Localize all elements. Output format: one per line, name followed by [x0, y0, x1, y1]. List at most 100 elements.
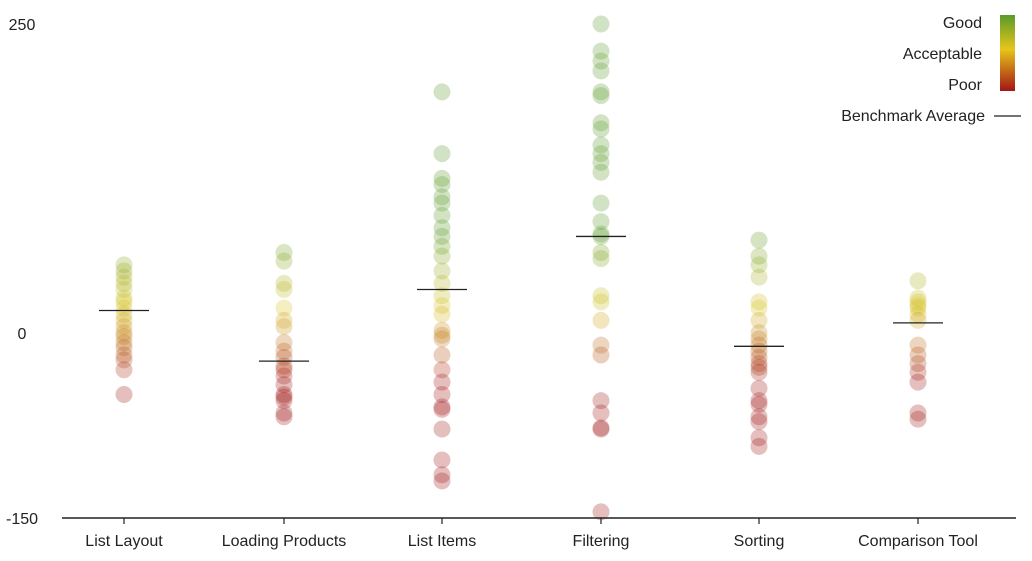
y-tick-label: 250	[9, 17, 36, 34]
legend-acceptable-label: Acceptable	[903, 46, 982, 63]
data-point	[750, 336, 768, 354]
data-point	[275, 318, 293, 336]
data-point	[433, 321, 451, 339]
data-point	[592, 346, 610, 364]
data-point	[592, 392, 610, 410]
data-point	[433, 176, 451, 194]
data-point	[275, 408, 293, 426]
data-point	[750, 395, 768, 413]
legend-color-scale	[1000, 15, 1015, 91]
data-point	[433, 398, 451, 416]
data-point	[592, 83, 610, 101]
data-point	[750, 268, 768, 286]
data-point	[592, 420, 610, 438]
data-point	[275, 334, 293, 352]
data-point	[115, 268, 133, 286]
data-point	[115, 351, 133, 369]
data-point	[433, 451, 451, 469]
data-point	[592, 243, 610, 261]
data-point	[750, 408, 768, 426]
data-point	[275, 281, 293, 299]
data-point	[115, 256, 133, 274]
data-point	[433, 400, 451, 418]
data-point	[750, 363, 768, 381]
data-point	[433, 262, 451, 280]
data-point	[115, 346, 133, 364]
data-point	[592, 293, 610, 311]
data-point	[115, 311, 133, 329]
data-point	[433, 330, 451, 348]
data-point	[592, 120, 610, 138]
data-point	[909, 311, 927, 329]
data-point	[433, 247, 451, 265]
data-point	[750, 330, 768, 348]
data-point	[115, 274, 133, 292]
x-tick-label: Filtering	[573, 533, 630, 550]
data-point	[433, 274, 451, 292]
x-axis-ticks: List Layout Loading Products List Items Fil…	[85, 518, 978, 550]
data-point	[909, 305, 927, 323]
data-point	[275, 311, 293, 329]
data-point	[433, 219, 451, 237]
data-point	[592, 213, 610, 231]
data-point	[433, 169, 451, 187]
data-point	[433, 373, 451, 391]
data-point	[592, 15, 610, 33]
legend-good-label: Good	[943, 15, 982, 32]
x-tick-label: Comparison Tool	[858, 533, 978, 550]
data-point	[750, 379, 768, 397]
data-point	[909, 363, 927, 381]
data-point	[592, 153, 610, 171]
data-point	[592, 419, 610, 437]
data-point	[592, 114, 610, 132]
data-point	[750, 293, 768, 311]
data-point	[909, 299, 927, 317]
data-point	[592, 336, 610, 354]
data-point	[592, 404, 610, 422]
data-point	[750, 299, 768, 317]
y-tick-label: -150	[6, 511, 38, 528]
data-point	[592, 52, 610, 70]
data-point	[592, 503, 610, 521]
data-point	[433, 194, 451, 212]
data-point	[115, 324, 133, 342]
data-point	[909, 355, 927, 373]
data-point	[750, 342, 768, 360]
data-point	[909, 336, 927, 354]
x-tick-label: List Items	[408, 533, 476, 550]
data-point	[275, 342, 293, 360]
data-point	[433, 188, 451, 206]
data-point	[275, 404, 293, 422]
data-point	[750, 413, 768, 431]
data-point	[115, 339, 133, 357]
data-point	[433, 361, 451, 379]
data-point	[909, 346, 927, 364]
data-point	[750, 355, 768, 373]
data-point	[115, 361, 133, 379]
data-point	[909, 297, 927, 315]
data-point	[115, 289, 133, 307]
data-point	[433, 287, 451, 305]
data-point	[750, 392, 768, 410]
data-point	[750, 358, 768, 376]
data-point	[750, 437, 768, 455]
data-point	[433, 305, 451, 323]
data-point	[909, 404, 927, 422]
data-point	[750, 324, 768, 342]
data-point	[433, 83, 451, 101]
data-point	[592, 287, 610, 305]
data-point	[433, 227, 451, 245]
data-point	[592, 62, 610, 80]
data-point	[433, 472, 451, 490]
data-point	[909, 293, 927, 311]
data-point	[592, 42, 610, 60]
x-tick-label: List Layout	[85, 533, 163, 550]
data-point	[750, 247, 768, 265]
data-point	[592, 87, 610, 105]
y-tick-label: 0	[18, 326, 27, 343]
data-point	[433, 145, 451, 163]
y-axis-ticks: 250 0 -150	[6, 17, 38, 528]
data-point	[592, 136, 610, 154]
data-point	[115, 386, 133, 403]
x-tick-label: Loading Products	[222, 533, 347, 550]
